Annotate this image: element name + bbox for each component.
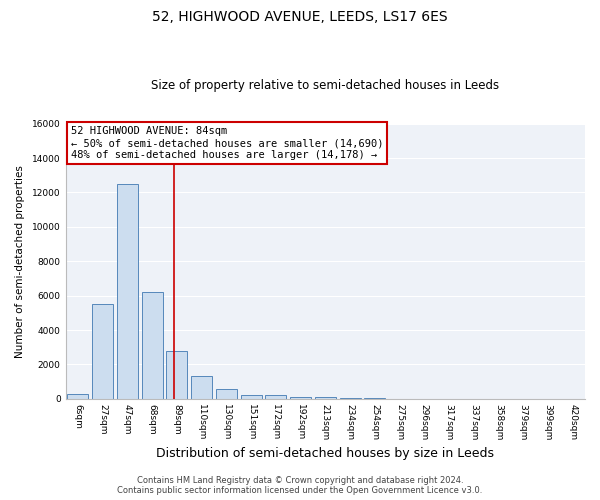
Bar — [92, 304, 113, 399]
Bar — [265, 396, 286, 399]
Bar — [166, 350, 187, 399]
Title: Size of property relative to semi-detached houses in Leeds: Size of property relative to semi-detach… — [151, 79, 499, 92]
X-axis label: Distribution of semi-detached houses by size in Leeds: Distribution of semi-detached houses by … — [156, 447, 494, 460]
Bar — [216, 388, 237, 399]
Bar — [241, 394, 262, 399]
Y-axis label: Number of semi-detached properties: Number of semi-detached properties — [15, 165, 25, 358]
Bar — [340, 398, 361, 399]
Bar — [315, 397, 336, 399]
Bar — [142, 292, 163, 399]
Bar — [364, 398, 385, 399]
Text: 52, HIGHWOOD AVENUE, LEEDS, LS17 6ES: 52, HIGHWOOD AVENUE, LEEDS, LS17 6ES — [152, 10, 448, 24]
Bar — [117, 184, 138, 399]
Bar — [290, 396, 311, 399]
Bar — [67, 394, 88, 399]
Bar — [191, 376, 212, 399]
Text: Contains HM Land Registry data © Crown copyright and database right 2024.
Contai: Contains HM Land Registry data © Crown c… — [118, 476, 482, 495]
Text: 52 HIGHWOOD AVENUE: 84sqm
← 50% of semi-detached houses are smaller (14,690)
48%: 52 HIGHWOOD AVENUE: 84sqm ← 50% of semi-… — [71, 126, 383, 160]
